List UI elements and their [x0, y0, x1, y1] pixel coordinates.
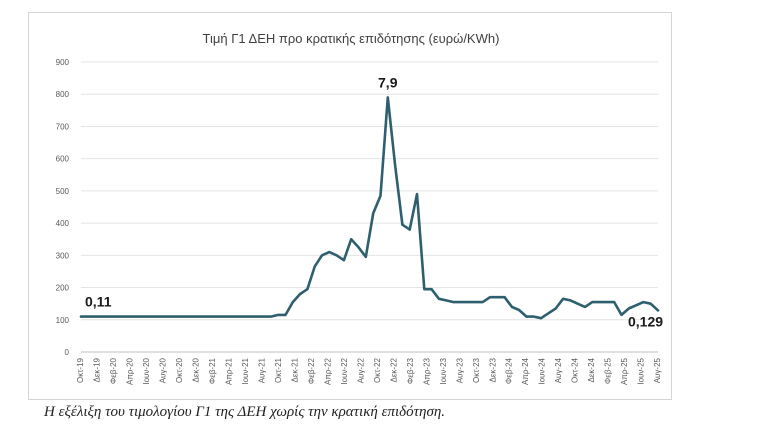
y-tick-label: 0 — [65, 348, 70, 357]
x-tick-label: Αυγ-23 — [455, 357, 464, 383]
chart-frame: Τιμή Γ1 ΔΕΗ προ κρατικής επιδότησης (ευρ… — [28, 12, 672, 400]
x-tick-label: Ιουν-22 — [340, 357, 349, 384]
x-tick-label: Φεβ-23 — [406, 357, 415, 384]
x-tick-label: Οκτ-20 — [175, 357, 184, 382]
data-label: 7,9 — [378, 74, 398, 90]
x-tick-label: Απρ-24 — [521, 357, 530, 385]
x-tick-label: Ιουν-23 — [439, 357, 448, 384]
x-tick-label: Ιουν-20 — [142, 357, 151, 384]
x-tick-label: Δεκ-23 — [488, 357, 497, 382]
x-tick-label: Ιουν-24 — [538, 357, 547, 384]
y-tick-label: 200 — [56, 284, 70, 293]
x-tick-label: Απρ-23 — [422, 357, 431, 385]
y-tick-label: 100 — [56, 316, 70, 325]
y-tick-label: 300 — [56, 251, 70, 260]
x-tick-label: Φεβ-20 — [109, 357, 118, 384]
y-tick-label: 800 — [56, 90, 70, 99]
y-tick-label: 400 — [56, 219, 70, 228]
y-tick-label: 900 — [56, 58, 70, 67]
x-tick-label: Ιουν-21 — [241, 357, 250, 384]
x-tick-label: Οκτ-22 — [373, 357, 382, 382]
x-tick-label: Απρ-25 — [620, 357, 629, 385]
x-tick-label: Φεβ-24 — [505, 357, 514, 384]
x-tick-label: Δεκ-22 — [389, 357, 398, 382]
x-tick-label: Αυγ-22 — [356, 357, 365, 383]
x-tick-label: Φεβ-22 — [307, 357, 316, 384]
y-tick-label: 500 — [56, 187, 70, 196]
line-chart: 0 100 200 300 400 500 600 700 800 900 Οκτ-19 Δεκ-19… — [56, 58, 664, 385]
x-tick-label: Αυγ-21 — [257, 357, 266, 383]
x-tick-label: Φεβ-21 — [208, 357, 217, 384]
x-tick-label: Δεκ-24 — [587, 357, 596, 382]
chart-title: Τιμή Γ1 ΔΕΗ προ κρατικής επιδότησης (ευρ… — [202, 31, 500, 46]
x-tick-label: Απρ-21 — [224, 357, 233, 385]
data-label: 0,129 — [628, 313, 663, 329]
x-tick-label: Αυγ-25 — [653, 357, 662, 383]
x-tick-label: Αυγ-20 — [159, 357, 168, 383]
y-tick-label: 600 — [56, 155, 70, 164]
data-label: 0,11 — [85, 294, 112, 310]
x-tick-label: Αυγ-24 — [554, 357, 563, 383]
x-tick-label: Οκτ-21 — [274, 357, 283, 382]
x-tick-label: Δεκ-19 — [93, 357, 102, 382]
x-tick-label: Δεκ-21 — [290, 357, 299, 382]
x-tick-label: Φεβ-25 — [604, 357, 613, 384]
x-tick-label: Απρ-20 — [126, 357, 135, 385]
x-tick-label: Δεκ-20 — [192, 357, 201, 382]
figure-caption: Η εξέλιξη του τιμολογίου Γ1 της ΔΕΗ χωρί… — [44, 404, 446, 420]
y-tick-label: 700 — [56, 122, 70, 131]
x-tick-label: Ιουν-25 — [637, 357, 646, 384]
x-tick-label: Απρ-22 — [323, 357, 332, 385]
x-tick-label: Οκτ-23 — [472, 357, 481, 382]
x-tick-label: Οκτ-24 — [571, 357, 580, 382]
x-tick-label: Οκτ-19 — [76, 357, 85, 382]
series-line — [79, 96, 660, 320]
